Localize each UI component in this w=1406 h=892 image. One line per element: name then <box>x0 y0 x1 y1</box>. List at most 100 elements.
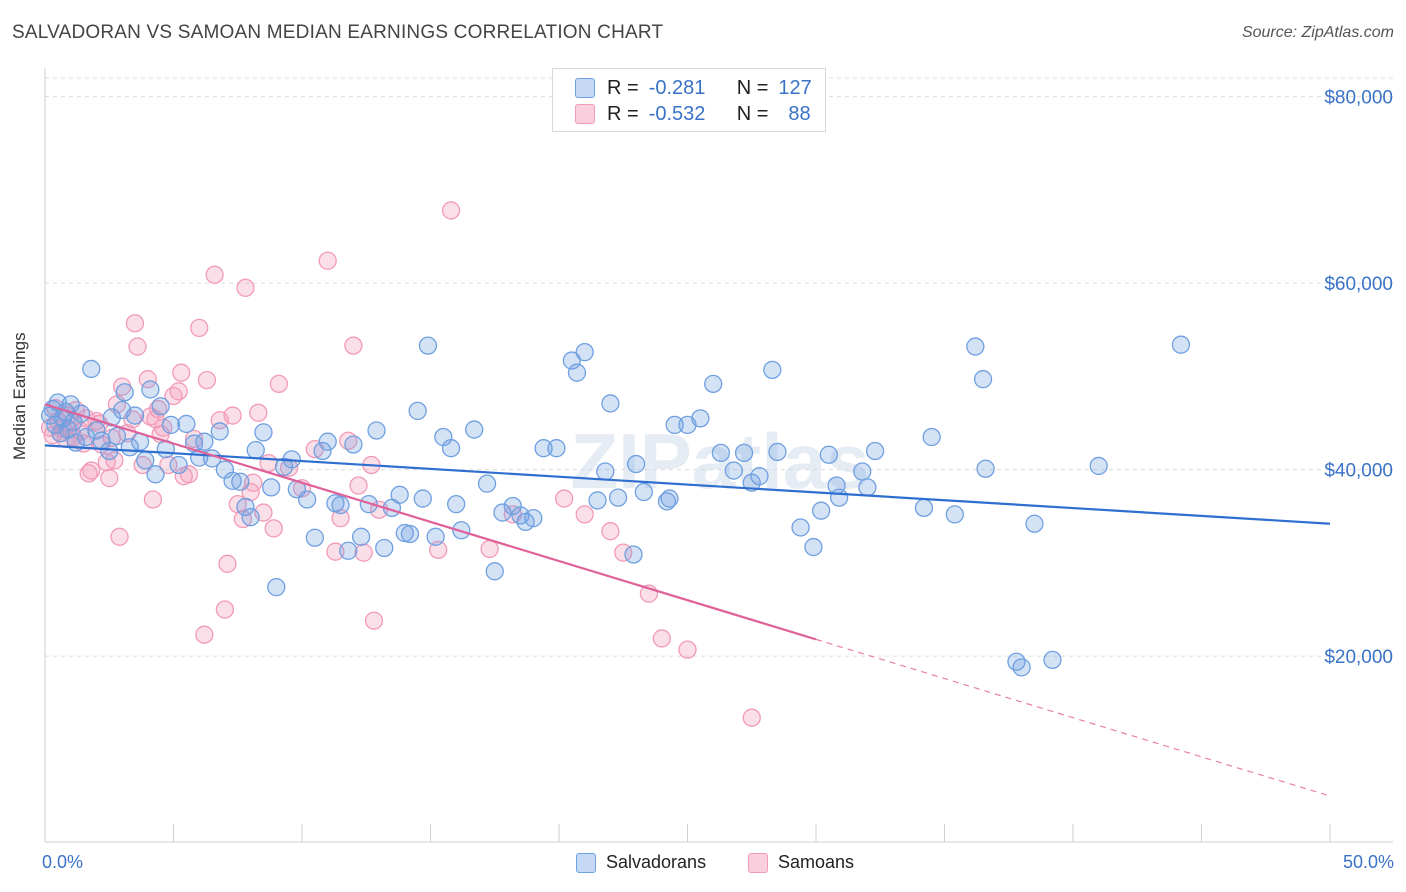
salvadorans-point <box>400 524 420 544</box>
salvadorans-point <box>262 478 281 497</box>
salvadorans-point <box>246 440 265 460</box>
samoans-point <box>354 543 373 562</box>
samoans-point <box>205 265 224 284</box>
y-tick-label: $40,000 <box>1324 461 1393 482</box>
salvadorans-point <box>1012 658 1031 677</box>
salvadorans-point <box>210 422 229 441</box>
legend-row-salvadorans: R = -0.281 N = 127 <box>575 77 812 99</box>
salvadorans-point <box>691 409 710 428</box>
salvadorans-swatch <box>576 852 596 873</box>
salvadorans-point <box>177 414 196 434</box>
salvadorans-point <box>297 490 317 509</box>
n-label: N = <box>736 102 769 125</box>
salvadorans-point <box>231 472 250 491</box>
salvadorans-point <box>413 489 432 508</box>
salvadorans-point <box>254 423 273 442</box>
salvadorans-point <box>534 439 553 458</box>
salvadorans-point <box>763 360 782 380</box>
salvadorans-point <box>853 462 872 481</box>
r-value: -0.281 <box>648 76 706 99</box>
samoans-point <box>244 473 263 492</box>
salvadorans-point <box>1025 514 1044 533</box>
samoans-point <box>318 251 337 270</box>
salvadorans-point <box>665 415 684 435</box>
chart-title: SALVADORAN VS SAMOAN MEDIAN EARNINGS COR… <box>12 22 664 43</box>
samoans-point <box>480 539 499 559</box>
n-value: 88 <box>788 102 811 125</box>
salvadorans-point <box>811 501 831 520</box>
salvadorans-point <box>305 528 325 547</box>
series-legend: Salvadorans Samoans <box>0 852 1406 878</box>
salvadorans-point <box>865 441 885 461</box>
salvadorans-point <box>1043 650 1062 670</box>
salvadorans-point <box>195 432 214 451</box>
samoans-point <box>100 468 119 488</box>
samoans-point <box>82 461 101 480</box>
samoans-point <box>259 453 278 473</box>
samoans-point <box>364 611 384 630</box>
salvadorans-point <box>344 435 363 454</box>
samoans-points <box>40 201 761 727</box>
salvadorans-point <box>318 432 337 451</box>
salvadorans-trend-line <box>44 444 1331 525</box>
salvadorans-point <box>588 491 607 510</box>
source-label: Source: ZipAtlas.com <box>1241 24 1394 41</box>
salvadorans-point <box>485 562 504 581</box>
y-tick-label: $60,000 <box>1324 274 1393 295</box>
legend-label-salvadorans: Salvadorans <box>606 852 707 872</box>
samoans-point <box>236 278 255 297</box>
x-max-label: 50.0% <box>1342 852 1394 872</box>
salvadorans-point <box>241 508 260 527</box>
salvadorans-points <box>40 335 1191 677</box>
salvadorans-point <box>477 474 497 493</box>
samoans-point <box>601 522 620 541</box>
samoans-point <box>125 314 145 333</box>
samoans-point <box>326 542 345 561</box>
salvadorans-point <box>608 488 628 507</box>
salvadorans-point <box>768 442 787 462</box>
salvadorans-point <box>408 401 427 421</box>
salvadorans-point <box>503 496 522 516</box>
samoans-point <box>249 403 268 422</box>
salvadorans-point <box>169 455 188 475</box>
salvadorans-point <box>575 343 594 362</box>
salvadorans-point <box>236 497 255 517</box>
salvadorans-point <box>146 465 165 484</box>
salvadorans-point <box>493 503 512 522</box>
gridlines <box>45 77 1393 657</box>
samoans-point <box>269 374 289 394</box>
y-tick-labels: $20,000 $40,000 $60,000 $80,000 <box>1324 88 1393 669</box>
salvadorans-point <box>125 406 145 425</box>
salvadorans-point <box>465 420 484 439</box>
salvadorans-point <box>567 363 587 382</box>
salvadorans-point <box>1171 335 1191 354</box>
salvadorans-point <box>390 485 409 504</box>
samoans-point <box>678 640 697 659</box>
salvadorans-swatch <box>575 78 595 98</box>
samoans-point <box>349 476 368 495</box>
salvadorans-point <box>351 527 371 546</box>
salvadorans-point <box>973 370 993 389</box>
samoans-swatch <box>575 104 595 124</box>
salvadorans-point <box>547 439 566 458</box>
salvadorans-point <box>945 505 964 524</box>
samoans-point <box>554 489 574 508</box>
salvadorans-point <box>82 359 101 379</box>
salvadorans-point <box>267 577 286 597</box>
salvadorans-point <box>657 492 677 511</box>
samoans-point <box>79 464 98 483</box>
salvadorans-point <box>804 537 823 557</box>
salvadorans-point <box>375 538 394 558</box>
samoans-point <box>344 336 363 355</box>
r-value: -0.532 <box>648 102 706 125</box>
samoans-point <box>197 370 217 390</box>
salvadorans-point <box>750 467 769 486</box>
legend-row-samoans: R = -0.532 N = 88 <box>575 103 811 125</box>
samoans-point <box>184 429 204 449</box>
y-tick-label: $20,000 <box>1324 647 1393 668</box>
salvadorans-point <box>102 408 121 427</box>
salvadorans-point <box>976 459 995 478</box>
samoans-swatch <box>748 852 768 873</box>
salvadorans-point <box>596 462 615 481</box>
salvadorans-point <box>829 488 849 507</box>
